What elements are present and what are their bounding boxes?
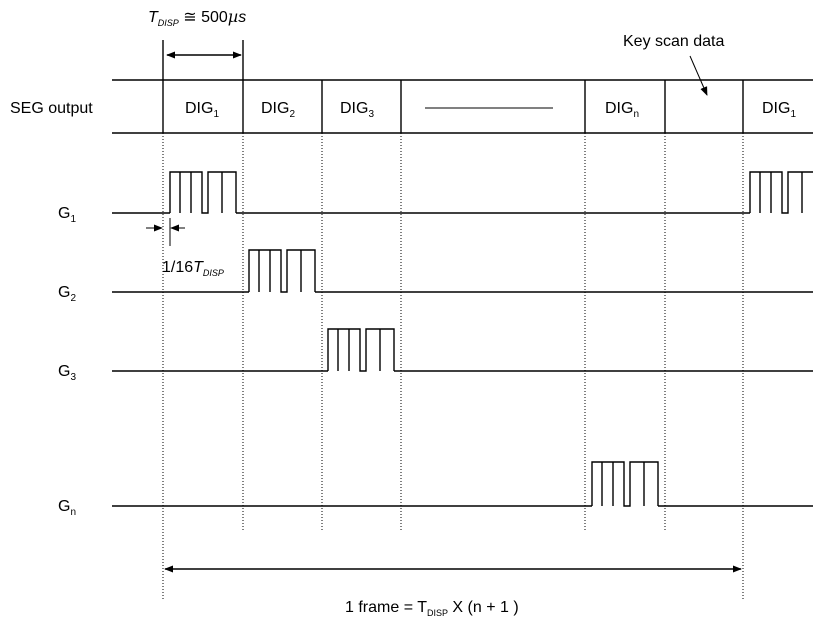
tdisp-label: TDISP ≅ 500µs	[148, 7, 246, 28]
g1-pulse-train	[169, 171, 237, 214]
grid-label-gn: Gn	[58, 498, 76, 518]
g3-pulse-train	[327, 328, 395, 372]
tdisp-mu: µ	[228, 7, 238, 26]
seg-dig-3: DIG3	[340, 100, 374, 120]
tdisp-symbol: T	[148, 9, 159, 26]
seg-output-label: SEG output	[10, 100, 93, 117]
seg-dig-1-repeat: DIG1	[762, 100, 796, 120]
key-scan-pointer	[689, 55, 708, 96]
pulse-width-label: 1/16TDISP	[162, 259, 224, 278]
seg-dig-1: DIG1	[185, 100, 219, 120]
seg-row-separators	[162, 40, 744, 133]
tdisp-value: ≅ 500	[179, 9, 228, 26]
g2-pulse-train	[248, 249, 316, 293]
grid-label-g3: G3	[58, 363, 76, 383]
g1-pulse-train-repeat	[749, 171, 813, 214]
timing-guide-lines	[162, 133, 744, 600]
tdisp-unit: s	[238, 9, 246, 26]
frame-label: 1 frame = TDISP X (n + 1 )	[345, 599, 519, 618]
seg-dig-n: DIGn	[605, 100, 639, 120]
key-scan-label: Key scan data	[623, 33, 725, 50]
grid-label-g2: G2	[58, 284, 76, 304]
gn-pulse-train	[591, 461, 659, 507]
seg-dig-2: DIG2	[261, 100, 295, 120]
grid-label-g1: G1	[58, 205, 76, 225]
tdisp-subscript: DISP	[158, 18, 179, 28]
